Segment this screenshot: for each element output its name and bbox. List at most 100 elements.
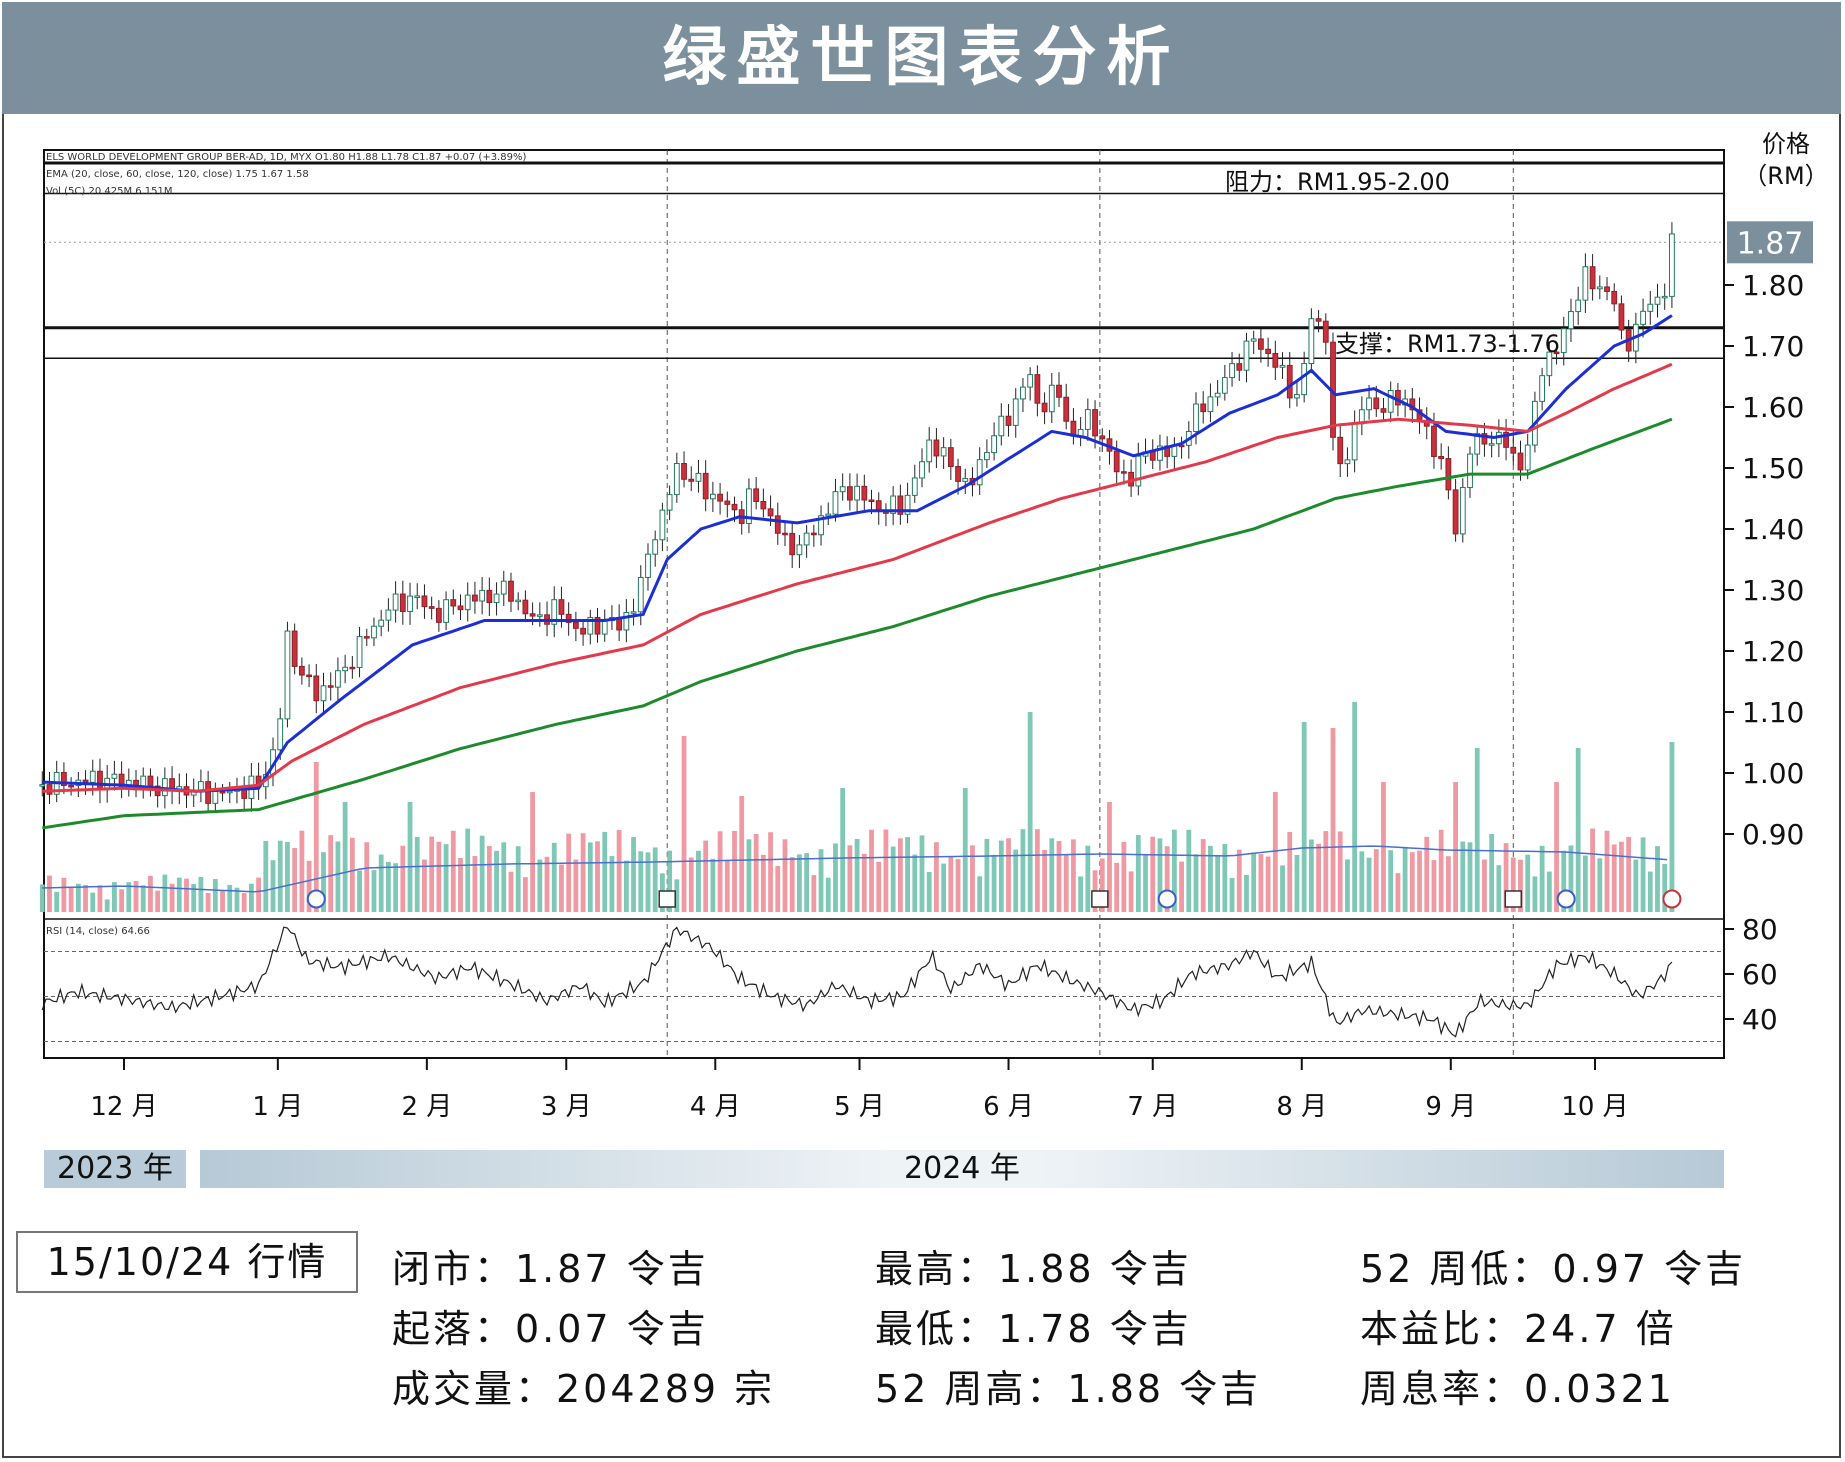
- volume-bar: [1510, 857, 1516, 912]
- candle-body: [1229, 363, 1235, 379]
- candle-body: [335, 670, 341, 688]
- volume-bar: [241, 893, 247, 912]
- candle-body: [940, 447, 947, 457]
- candle-body: [371, 625, 377, 639]
- volume-bar: [1460, 841, 1466, 912]
- volume-bar: [1431, 860, 1437, 912]
- candle-body: [1661, 295, 1668, 299]
- volume-bar: [126, 882, 132, 912]
- candle-body: [1099, 435, 1106, 440]
- candle-body: [407, 595, 413, 612]
- volume-bar: [551, 842, 557, 912]
- candle-body: [414, 595, 421, 598]
- volume-bar: [1164, 846, 1170, 912]
- candle-body: [39, 784, 46, 787]
- candle-body: [385, 609, 392, 621]
- candle-body: [782, 532, 788, 536]
- volume-bar: [1308, 839, 1314, 912]
- volume-bar: [1121, 841, 1127, 912]
- candle-body: [623, 611, 630, 631]
- volume-bar: [616, 829, 622, 912]
- volume-bar: [277, 840, 283, 912]
- month-label: 3 月: [541, 1092, 592, 1122]
- stock-chart: 80 60 40 1.80 1.70 1.60 1.50 1.40 1.30 1.20 1.10 1.…: [39, 130, 1829, 1122]
- earnings-marker: [1091, 890, 1109, 908]
- volume-bar: [227, 884, 233, 912]
- candle-body: [515, 599, 522, 603]
- volume-bar: [1359, 851, 1365, 912]
- candle-body: [1344, 459, 1351, 465]
- candle-body: [1467, 453, 1473, 489]
- candle-body: [327, 685, 334, 688]
- volume-bar: [1482, 859, 1487, 912]
- candle-body: [796, 544, 803, 556]
- candle-body: [493, 593, 500, 604]
- volume-bar: [1597, 858, 1603, 912]
- volume-bar: [955, 859, 961, 912]
- volume-bar: [1258, 854, 1264, 912]
- volume-bar: [97, 885, 103, 912]
- volume-bar: [1366, 857, 1372, 912]
- candle-body: [919, 461, 925, 479]
- volume-bar: [789, 857, 795, 912]
- volume-bar: [890, 846, 896, 912]
- candle-body: [1503, 431, 1509, 448]
- volume-bar: [638, 851, 644, 912]
- stat-volume: 成交量：204289 宗: [392, 1367, 776, 1411]
- volume-bar: [407, 802, 413, 912]
- year-label-2024: 2024 年: [200, 1150, 1724, 1188]
- volume-bar: [1337, 831, 1343, 912]
- candle-body: [508, 580, 514, 602]
- candle-body: [709, 493, 716, 500]
- candle-body: [277, 718, 284, 751]
- volume-bar: [385, 861, 391, 912]
- candle-body: [320, 685, 327, 702]
- volume-bar: [1640, 837, 1646, 912]
- candle-body: [587, 616, 594, 635]
- volume-bar: [1200, 839, 1206, 912]
- candle-body: [1481, 433, 1488, 445]
- candle-body: [1005, 415, 1012, 426]
- volume-bar: [371, 870, 377, 912]
- volume-bar: [75, 883, 81, 912]
- volume-bar: [775, 866, 781, 912]
- volume-bar: [83, 884, 88, 912]
- candle-body: [1459, 487, 1466, 535]
- volume-bar: [191, 884, 197, 912]
- candle-body: [435, 607, 442, 623]
- candle-body: [933, 439, 940, 457]
- candle-body: [666, 494, 673, 511]
- header-line-3: Vol (5C) 20.425M 6.151M: [46, 186, 173, 197]
- support-label: 支撑：RM1.73-1.76: [1335, 330, 1560, 358]
- volume-bar: [753, 834, 759, 912]
- volume-bar: [537, 859, 543, 912]
- candle-body: [522, 599, 529, 615]
- candle-body: [1618, 303, 1625, 331]
- candle-body: [998, 415, 1005, 437]
- volume-bar: [1006, 838, 1011, 912]
- volume-bar: [530, 792, 536, 912]
- volume-bar: [1345, 859, 1350, 912]
- volume-bar: [1056, 841, 1062, 912]
- volume-bar: [602, 831, 608, 912]
- volume-bar: [818, 849, 824, 912]
- candle-body: [450, 599, 457, 607]
- candle-body: [1640, 310, 1646, 325]
- candle-body: [529, 613, 536, 617]
- volume-bar: [667, 850, 673, 912]
- candle-body: [1200, 403, 1207, 413]
- volume-bar: [746, 839, 752, 912]
- candle-body: [378, 619, 385, 627]
- volume-bar: [645, 852, 651, 912]
- candle-body: [1149, 451, 1156, 461]
- candle-body: [558, 599, 565, 615]
- volume-bar: [1244, 874, 1249, 912]
- candle-body: [1034, 374, 1041, 404]
- candle-body: [1157, 445, 1163, 461]
- volume-bar: [1027, 712, 1033, 912]
- volume-bar: [1114, 862, 1120, 912]
- price-tick-label: 1.60: [1742, 391, 1804, 424]
- volume-bar: [934, 842, 939, 912]
- candle-body: [832, 491, 839, 515]
- resistance-label: 阻力：RM1.95-2.00: [1225, 168, 1450, 196]
